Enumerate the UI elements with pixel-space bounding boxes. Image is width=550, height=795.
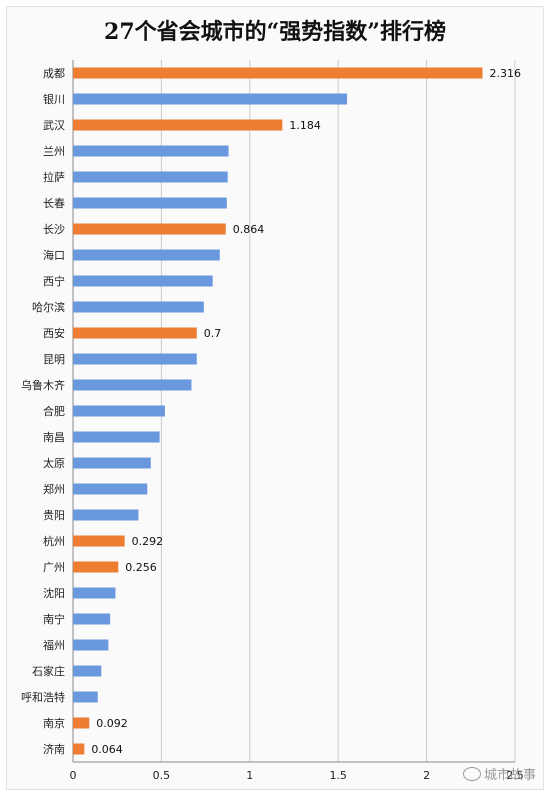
bar bbox=[73, 587, 116, 599]
bar bbox=[73, 431, 160, 443]
category-label: 乌鲁木齐 bbox=[21, 378, 65, 392]
bar bbox=[73, 353, 197, 365]
bar bbox=[73, 457, 151, 469]
category-label: 郑州 bbox=[43, 482, 65, 496]
x-tick-label: 2 bbox=[423, 769, 430, 782]
bar bbox=[73, 561, 119, 573]
category-label: 武汉 bbox=[43, 119, 65, 132]
category-label: 长春 bbox=[43, 197, 65, 210]
bar bbox=[73, 275, 213, 287]
category-label: 银川 bbox=[43, 92, 65, 106]
data-label: 1.184 bbox=[289, 119, 321, 132]
category-label: 济南 bbox=[43, 742, 65, 756]
category-label: 成都 bbox=[43, 67, 65, 80]
category-label: 西宁 bbox=[43, 274, 65, 288]
watermark: 城市故事 bbox=[462, 764, 536, 783]
category-label: 呼和浩特 bbox=[21, 690, 65, 704]
category-label: 南宁 bbox=[43, 612, 65, 626]
bar bbox=[73, 717, 90, 729]
bar bbox=[73, 119, 283, 131]
bar bbox=[73, 327, 197, 339]
bar bbox=[73, 197, 227, 209]
category-label: 福州 bbox=[43, 638, 65, 652]
bar bbox=[73, 379, 192, 391]
category-label: 南京 bbox=[43, 716, 65, 730]
category-label: 兰州 bbox=[43, 145, 65, 158]
data-label: 2.316 bbox=[489, 67, 521, 80]
data-label: 0.092 bbox=[96, 717, 128, 730]
watermark-text: 城市故事 bbox=[483, 768, 536, 783]
bar bbox=[73, 483, 148, 495]
bar bbox=[73, 405, 165, 417]
data-label: 0.256 bbox=[125, 561, 157, 574]
data-label: 0.292 bbox=[132, 535, 164, 548]
category-label: 石家庄 bbox=[32, 664, 65, 678]
bar bbox=[73, 665, 102, 677]
category-label: 合肥 bbox=[43, 404, 65, 418]
bar bbox=[73, 691, 98, 703]
x-tick-label: 1 bbox=[246, 769, 253, 782]
x-tick-label: 0.5 bbox=[153, 769, 171, 782]
bar bbox=[73, 249, 220, 261]
chart-frame bbox=[6, 6, 544, 790]
bar bbox=[73, 67, 483, 79]
bar bbox=[73, 93, 348, 105]
category-label: 贵阳 bbox=[43, 509, 65, 522]
x-tick-label: 2.5 bbox=[506, 769, 524, 782]
data-label: 0.864 bbox=[233, 223, 264, 236]
category-label: 广州 bbox=[43, 561, 65, 574]
bar bbox=[73, 535, 125, 547]
category-label: 长沙 bbox=[43, 223, 65, 236]
chat-bubble-icon bbox=[462, 767, 481, 781]
category-label: 拉萨 bbox=[43, 170, 65, 184]
data-label: 0.064 bbox=[91, 743, 123, 756]
category-label: 南昌 bbox=[43, 431, 65, 444]
bar bbox=[73, 145, 229, 157]
category-label: 太原 bbox=[43, 457, 65, 470]
bar bbox=[73, 223, 226, 235]
bar bbox=[73, 509, 139, 521]
bar bbox=[73, 301, 204, 313]
bar bbox=[73, 743, 85, 755]
x-tick-label: 1.5 bbox=[329, 769, 347, 782]
chart-title: 27个省会城市的“强势指数”排行榜 bbox=[104, 19, 446, 45]
bar bbox=[73, 639, 109, 651]
category-label: 海口 bbox=[43, 248, 65, 262]
category-label: 昆明 bbox=[43, 353, 65, 366]
bar bbox=[73, 171, 228, 183]
x-tick-label: 0 bbox=[70, 769, 77, 782]
category-label: 西安 bbox=[43, 326, 65, 340]
category-label: 沈阳 bbox=[43, 586, 65, 600]
category-label: 哈尔滨 bbox=[32, 300, 65, 314]
data-label: 0.7 bbox=[204, 327, 222, 340]
category-label: 杭州 bbox=[43, 534, 65, 548]
bar bbox=[73, 613, 111, 625]
